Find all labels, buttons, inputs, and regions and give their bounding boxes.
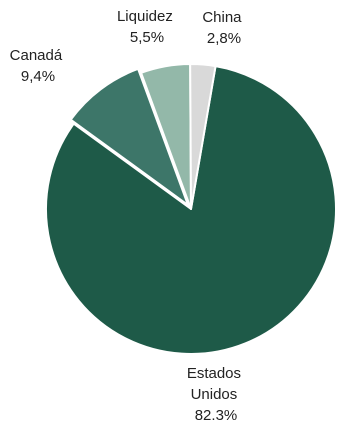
pie-slice-canada [69,67,189,207]
slice-label-liquidez-value: 5,5% [130,29,164,46]
slice-label-estados-unidos-line2: Unidos [191,386,238,403]
slice-label-canada-name: Canadá [10,47,63,64]
pie-slice-estados-unidos [45,65,337,355]
slice-label-china-value: 2,8% [207,30,241,47]
pie-labels: Estados Unidos 82.3% Canadá 9,4% Liquide… [10,8,245,421]
slice-label-canada-value: 9,4% [21,68,55,85]
slice-label-estados-unidos-line1: Estados [187,365,241,382]
slice-label-estados-unidos: Estados Unidos 82.3% [187,365,245,421]
slice-label-liquidez: Liquidez 5,5% [117,8,177,46]
pie-slices [45,63,337,355]
slice-label-canada: Canadá 9,4% [10,47,67,85]
slice-label-estados-unidos-value: 82.3% [195,407,238,421]
slice-label-china: China 2,8% [202,9,245,47]
slice-label-liquidez-name: Liquidez [117,8,173,25]
pie-slice-china [189,63,217,210]
slice-label-china-name: China [202,9,242,26]
